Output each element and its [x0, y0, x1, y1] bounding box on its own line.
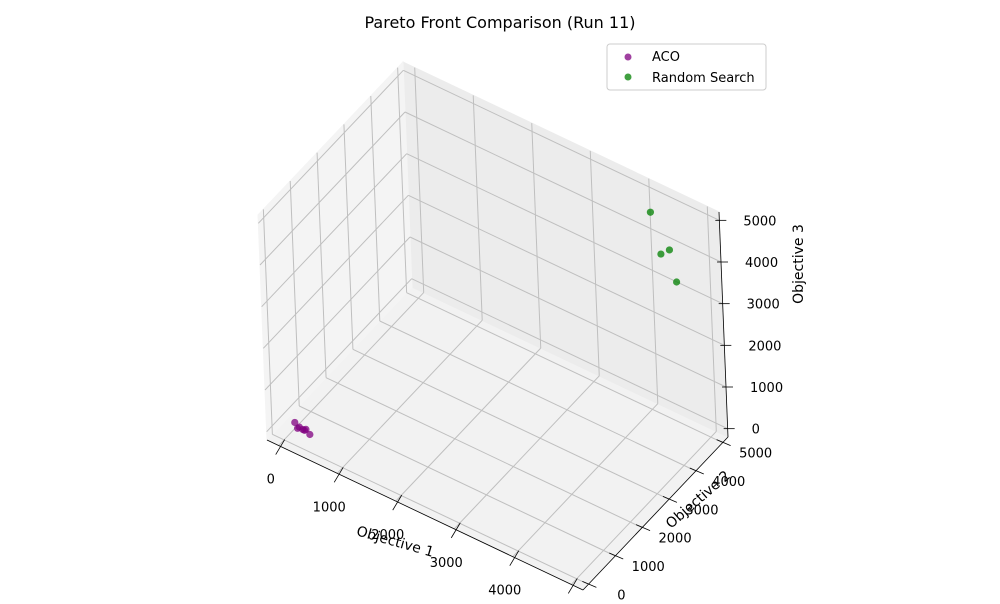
- y-tick-mark: [689, 467, 704, 475]
- z-grid-side: [257, 69, 404, 224]
- x-grid-back: [706, 206, 717, 432]
- x-tick-label: 0: [267, 473, 275, 488]
- legend-frame: [606, 43, 767, 91]
- z-grid-back: [403, 69, 720, 221]
- x-grid-back: [648, 178, 659, 404]
- y-grid-side: [289, 180, 300, 407]
- z-grid-side: [262, 194, 409, 349]
- y-axis-line: [582, 436, 729, 591]
- z-axis-label: Objective 3: [791, 224, 807, 304]
- y-tick-label: 5000: [739, 447, 772, 462]
- z-tick-label: 0: [752, 423, 760, 438]
- point-random-search: [665, 246, 674, 254]
- z-axis-line: [718, 211, 729, 438]
- x-grid-back: [589, 150, 600, 376]
- y-tick-mark: [716, 439, 731, 447]
- x-tick-mark: [333, 467, 344, 483]
- y-grid-side: [370, 95, 381, 322]
- z-grid-side: [261, 153, 408, 308]
- grid-lines: [257, 67, 728, 585]
- z-grid-back: [404, 111, 722, 263]
- z-tick-label: 2000: [748, 339, 781, 354]
- x-grid-floor: [278, 292, 425, 446]
- x-tick-mark: [450, 522, 461, 539]
- z-grid-back: [411, 278, 728, 430]
- x-grid-back: [472, 95, 483, 321]
- z-grid-side: [266, 278, 413, 433]
- x-tick-mark: [392, 494, 403, 511]
- x-tick-label: 1000: [313, 500, 346, 515]
- y-tick-label: 3000: [685, 503, 718, 518]
- x-axis-line: [266, 439, 584, 591]
- y-tick-label: 4000: [712, 475, 745, 490]
- z-grid-side: [264, 236, 411, 391]
- x-tick-mark: [567, 578, 578, 594]
- x-tick-label: 2000: [371, 528, 404, 543]
- x-tick-mark: [509, 550, 520, 566]
- y-grid-floor: [325, 377, 643, 529]
- y-grid-floor: [352, 348, 670, 500]
- y-tick-label: 2000: [659, 532, 692, 547]
- point-aco: [302, 425, 310, 433]
- x-grid-floor: [453, 375, 600, 530]
- y-grid-floor: [272, 433, 589, 585]
- z-grid-back: [408, 194, 725, 346]
- y-grid-side: [316, 152, 327, 378]
- legend-marker-aco: [624, 53, 632, 61]
- x-tick-label: 3000: [430, 556, 463, 571]
- z-tick-label: 3000: [747, 298, 780, 313]
- y-grid-floor: [379, 320, 696, 472]
- x-grid-floor: [570, 431, 717, 585]
- chart-title: Pareto Front Comparison (Run 11): [365, 13, 636, 32]
- x-grid-back: [414, 67, 425, 293]
- legend-label-random-search: Random Search: [652, 71, 755, 86]
- point-aco: [291, 418, 299, 427]
- legend: ACO Random Search: [606, 43, 767, 91]
- z-grid-back: [409, 236, 727, 388]
- z-grid-back: [406, 153, 723, 305]
- y-grid-side: [262, 209, 273, 435]
- x-grid-back: [531, 123, 542, 349]
- point-random-search: [657, 250, 665, 258]
- axis-ticks: 0 1000 2000 3000 4000 5000 0 1000 2000 3000 4000 50…: [266, 211, 783, 603]
- point-random-search: [646, 208, 655, 216]
- x-tick-label: 4000: [488, 584, 521, 599]
- y-grid-floor: [406, 292, 723, 444]
- point-aco: [306, 430, 314, 439]
- y-tick-label: 0: [617, 588, 625, 600]
- y-tick-mark: [662, 495, 678, 503]
- z-tick-label: 4000: [745, 256, 778, 271]
- point-random-search: [672, 278, 681, 286]
- legend-label-aco: ACO: [652, 50, 680, 65]
- z-grid-side: [259, 111, 406, 266]
- y-tick-mark: [635, 524, 651, 532]
- y-tick-mark: [609, 552, 624, 560]
- y-tick-label: 1000: [632, 560, 665, 575]
- y-grid-side: [397, 67, 408, 293]
- legend-marker-random-search: [624, 73, 632, 81]
- y-grid-side: [343, 124, 354, 350]
- x-tick-mark: [275, 439, 286, 455]
- x-grid-floor: [512, 403, 659, 558]
- x-grid-floor: [336, 319, 483, 474]
- z-tick-label: 5000: [743, 214, 776, 229]
- x-grid-floor: [395, 347, 542, 502]
- y-tick-mark: [582, 580, 597, 588]
- y-grid-floor: [299, 405, 616, 557]
- z-tick-label: 1000: [750, 381, 783, 396]
- data-points: [291, 208, 681, 439]
